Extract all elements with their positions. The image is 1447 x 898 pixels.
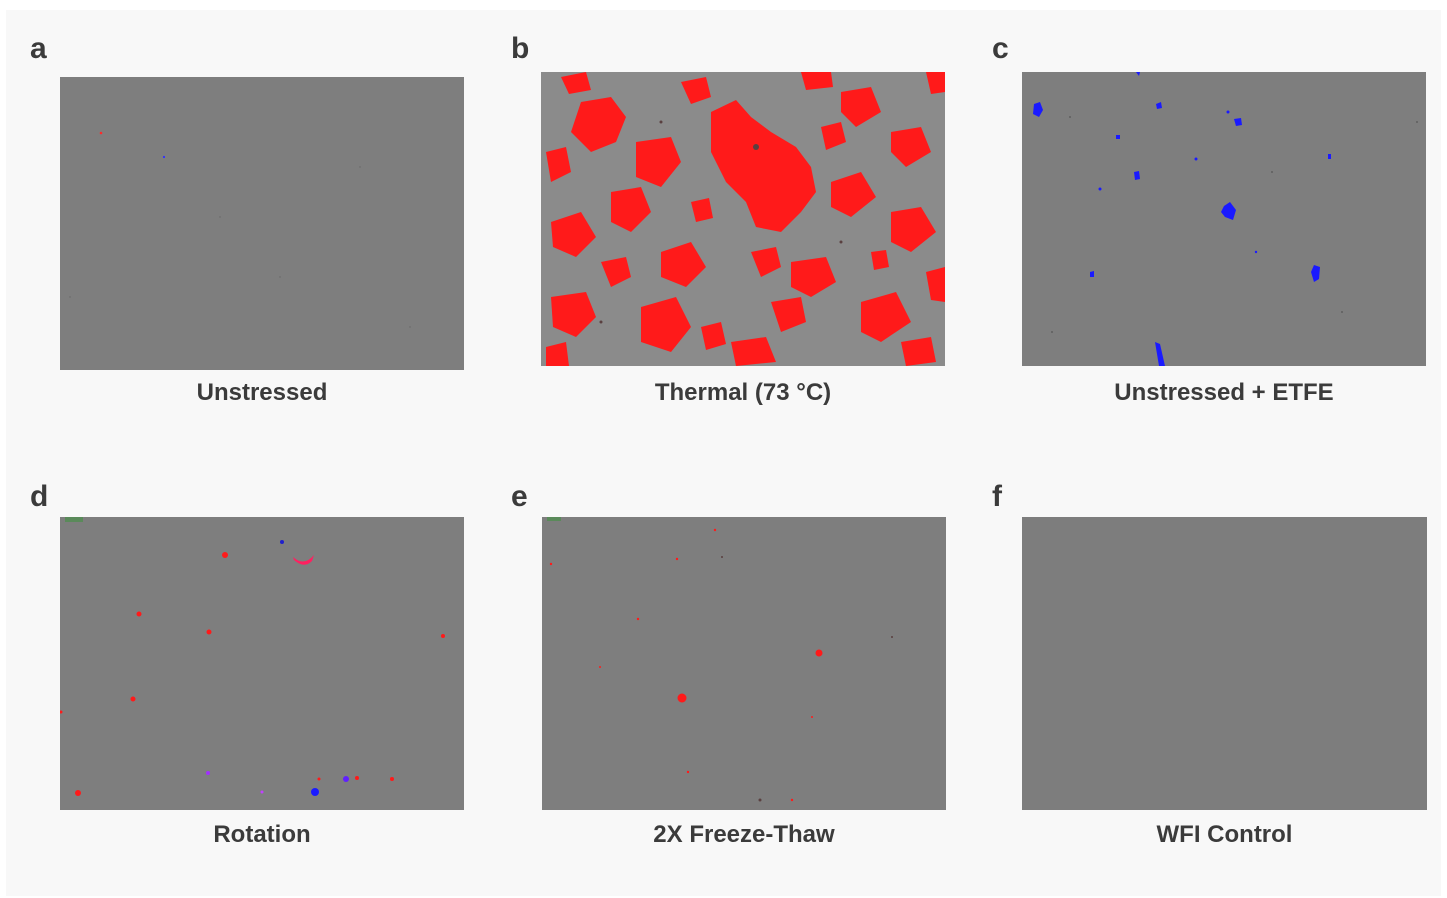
panel-f-image	[1022, 517, 1427, 810]
panel-f-letter: f	[992, 480, 1002, 513]
panel-f-caption: WFI Control	[1156, 821, 1293, 848]
panel-d-caption: Rotation	[213, 821, 311, 848]
panel-b-letter: b	[511, 32, 530, 65]
panel-c-caption: Unstressed + ETFE	[1114, 379, 1334, 406]
panel-c-letter: c	[992, 32, 1009, 65]
panel-e-caption: 2X Freeze-Thaw	[653, 821, 835, 848]
panel-d-image	[60, 517, 464, 810]
panel-a-image	[60, 77, 464, 370]
panel-e-letter: e	[511, 480, 528, 513]
panel-e-image	[542, 517, 946, 810]
panel-f-micrograph	[1022, 517, 1427, 810]
panel-e-micrograph	[542, 517, 946, 810]
panel-a-letter: a	[30, 32, 47, 65]
panel-d-micrograph	[60, 517, 464, 810]
panel-b-image	[541, 72, 945, 366]
panel-c-micrograph	[1022, 72, 1426, 366]
panel-d-letter: d	[30, 480, 49, 513]
panel-b-micrograph	[541, 72, 945, 366]
panel-c-image	[1022, 72, 1426, 366]
panel-a-caption: Unstressed	[196, 379, 328, 406]
panel-a-micrograph	[60, 77, 464, 370]
figure-grid: a Unstressed b	[6, 10, 1441, 896]
panel-b-caption: Thermal (73 °C)	[654, 379, 832, 406]
